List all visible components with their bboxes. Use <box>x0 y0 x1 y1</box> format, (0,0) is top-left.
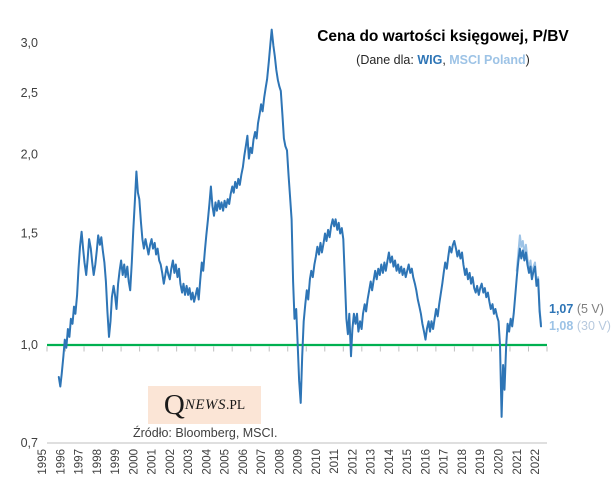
y-axis-label: 2,0 <box>21 147 38 161</box>
x-axis-label: 2011 <box>329 449 341 474</box>
y-axis-label: 3,0 <box>21 36 38 50</box>
msci-end-label: 1,08 (30 V) <box>549 319 611 333</box>
x-axis-label: 2013 <box>366 449 378 475</box>
x-axis-label: 2005 <box>220 449 232 475</box>
y-axis-label: 1,5 <box>21 227 38 241</box>
x-axis-label: 2020 <box>494 449 506 475</box>
x-axis-label: 2014 <box>384 448 396 474</box>
msci-end-date: (30 V) <box>576 319 611 333</box>
y-axis-label: 2,5 <box>21 86 38 100</box>
x-axis-label: 2021 <box>512 449 524 475</box>
wig-end-label: 1,07 (5 V) <box>549 302 604 316</box>
x-axis-label: 1999 <box>110 449 122 475</box>
x-axis-label: 2016 <box>421 449 433 475</box>
subtitle-prefix: (Dane dla: <box>356 53 418 67</box>
qnews-logo: Q NEWS .PL <box>148 386 261 424</box>
x-axis-label: 2007 <box>256 449 268 475</box>
x-axis-label: 1998 <box>92 449 104 475</box>
y-axis-label: 0,7 <box>21 436 38 450</box>
x-axis-label: 2004 <box>201 448 213 474</box>
x-axis-label: 2015 <box>402 449 414 475</box>
source-note: Źródło: Bloomberg, MSCI. <box>133 426 278 440</box>
wig-line <box>57 28 542 418</box>
x-axis-label: 1997 <box>74 449 86 475</box>
msci-end-value: 1,08 <box>549 319 574 333</box>
x-axis-label: 2019 <box>475 449 487 475</box>
x-axis-label: 2018 <box>457 449 469 475</box>
x-axis-label: 2006 <box>238 449 250 475</box>
x-axis-label: 2009 <box>293 449 305 475</box>
x-axis-label: 2010 <box>311 449 323 475</box>
x-axis-label: 2008 <box>274 449 286 475</box>
logo-pl: .PL <box>225 397 246 412</box>
logo-news: NEWS <box>184 396 226 413</box>
logo-q: Q <box>163 388 185 421</box>
x-axis-label: 2002 <box>165 449 177 475</box>
x-axis-label: 2012 <box>347 449 359 475</box>
x-axis-label: 2003 <box>183 449 195 475</box>
y-axis-label: 1,0 <box>21 338 38 352</box>
x-axis-label: 2000 <box>128 449 140 475</box>
chart-title: Cena do wartości księgowej, P/BV <box>317 28 569 45</box>
series-wig-label: WIG <box>417 53 443 67</box>
wig-end-value: 1,07 <box>549 302 574 316</box>
x-axis-label: 2001 <box>147 449 159 475</box>
wig-end-date: (5 V) <box>576 302 604 316</box>
subtitle-separator: , <box>442 53 450 67</box>
x-axis-label: 2022 <box>530 449 542 475</box>
x-axis-label: 1995 <box>37 449 49 475</box>
series-msci-label: MSCI Poland <box>449 53 526 67</box>
x-axis-label: 2017 <box>439 449 451 475</box>
subtitle-suffix: ) <box>525 53 530 67</box>
x-axis-label: 1996 <box>55 449 67 475</box>
chart-subtitle: (Dane dla: WIG, MSCI Poland) <box>293 53 593 67</box>
